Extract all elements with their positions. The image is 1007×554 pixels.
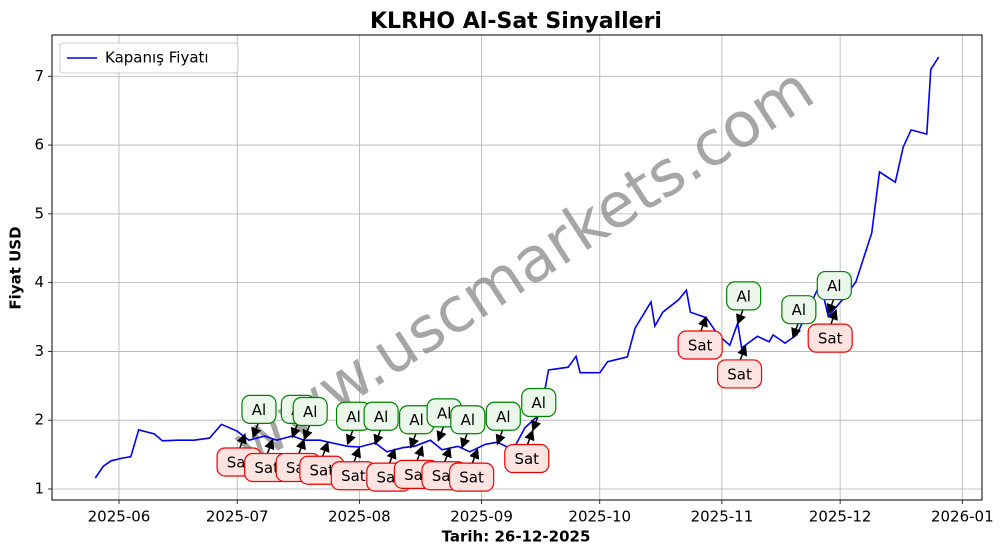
signal-arrow	[436, 424, 447, 442]
signal-arrow	[302, 423, 313, 441]
signal-box	[726, 281, 762, 311]
signal-box	[448, 462, 495, 492]
signal-box	[816, 270, 852, 301]
signal-label: Sat	[688, 337, 713, 355]
signal-label: Sat	[727, 365, 752, 383]
signal-label: Al	[437, 404, 451, 422]
signal-label: Al	[252, 401, 266, 419]
signal-arrow	[531, 414, 541, 432]
signal-label: Al	[736, 287, 750, 305]
signal-arrow	[264, 438, 275, 456]
signal-box	[504, 443, 550, 474]
signal-box	[292, 396, 328, 427]
x-tick-label: 2026-01	[931, 508, 994, 526]
signal-box	[450, 405, 486, 435]
x-axis-label: Tarih: 26-12-2025	[442, 528, 591, 546]
price-line	[94, 56, 940, 479]
x-tick-label: 2025-09	[450, 508, 513, 526]
signal-label: Al	[303, 403, 317, 421]
signal-box	[241, 394, 277, 425]
signal-arrow	[441, 446, 452, 464]
signal-arrow	[737, 344, 748, 363]
signal-box	[363, 401, 399, 431]
signal-arrow	[460, 431, 471, 449]
x-tick-label: 2025-11	[691, 508, 754, 526]
signal-label: Sat	[254, 459, 279, 477]
signal-label: Al	[374, 408, 388, 426]
x-tick-label: 2025-12	[809, 508, 872, 526]
chart-title: KLRHO Al-Sat Sinyalleri	[370, 9, 662, 34]
x-tick-label: 2025-06	[88, 508, 151, 526]
signal-label: Sat	[310, 462, 335, 480]
signal-arrow	[251, 421, 262, 439]
signal-arrow	[469, 448, 480, 466]
y-tick-label: 5	[34, 204, 44, 222]
signal-box	[677, 330, 723, 360]
signal-arrow	[373, 428, 384, 446]
signal-label: Al	[532, 394, 546, 412]
signal-arrow	[409, 431, 419, 449]
signal-arrow	[319, 441, 330, 459]
signal-arrow	[295, 438, 306, 456]
y-tick-label: 4	[34, 273, 44, 291]
signal-arrow	[386, 448, 397, 466]
legend-label: Kapanış Fiyatı	[105, 49, 209, 67]
y-tick-label: 7	[34, 67, 44, 85]
y-tick-label: 3	[34, 342, 44, 360]
signal-box	[521, 387, 557, 418]
signal-arrow	[236, 432, 247, 451]
signal-arrow	[414, 445, 425, 463]
signal-label: Sat	[514, 450, 539, 468]
signal-box	[807, 323, 853, 353]
signal-label: Al	[461, 411, 475, 429]
signal-box	[716, 359, 763, 389]
signal-arrow	[791, 321, 802, 339]
signal-arrow	[827, 309, 838, 327]
y-tick-label: 6	[34, 136, 44, 154]
legend-box	[59, 42, 239, 74]
plot-frame	[51, 34, 983, 501]
signal-arrow	[351, 446, 361, 464]
signal-label: Sat	[341, 467, 366, 485]
x-tick-label: 2025-10	[568, 508, 631, 526]
y-axis-label: Fiyat USD	[7, 226, 25, 309]
signal-label: Al	[827, 277, 841, 295]
signal-label: Al	[792, 301, 806, 319]
signal-box	[485, 401, 521, 431]
signal-box	[781, 295, 817, 325]
signal-arrow	[524, 429, 535, 447]
signal-arrow	[736, 307, 746, 325]
signal-label: Al	[496, 408, 510, 426]
signal-arrow	[697, 316, 708, 334]
y-tick-label: 1	[34, 479, 44, 497]
signal-label: Al	[409, 411, 423, 429]
x-tick-label: 2025-08	[328, 508, 391, 526]
y-tick-label: 2	[34, 411, 44, 429]
signal-arrow	[345, 428, 356, 446]
x-tick-label: 2025-07	[206, 508, 269, 526]
signal-label: Sat	[818, 330, 843, 348]
signal-label: Sat	[459, 469, 484, 487]
signal-arrow	[495, 428, 506, 446]
signal-label: Al	[346, 408, 360, 426]
